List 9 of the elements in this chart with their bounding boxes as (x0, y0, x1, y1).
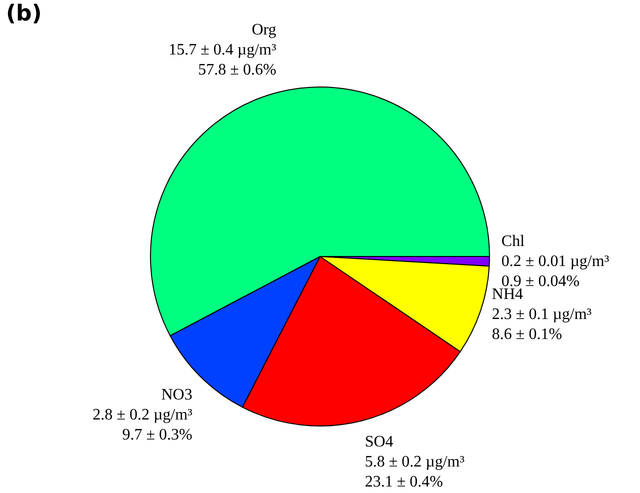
data-label: 5.8 ± 0.2 µg/m³ 23.1 ± 0.4% (364, 454, 465, 491)
data-label: 2.8 ± 0.2 µg/m³ 9.7 ± 0.3% (92, 406, 193, 444)
chart-title: (b) (6, 2, 42, 27)
slice-label: NO3 (161, 386, 192, 404)
data-label: 15.7 ± 0.4 µg/m³ 57.8 ± 0.6% (168, 42, 276, 79)
data-label: 2.3 ± 0.1 µg/m³ 8.6 ± 0.1% (492, 306, 592, 343)
slice-label: SO4 (364, 434, 394, 451)
slice-label: Org (252, 22, 276, 39)
slice-label: Chl (501, 232, 526, 250)
